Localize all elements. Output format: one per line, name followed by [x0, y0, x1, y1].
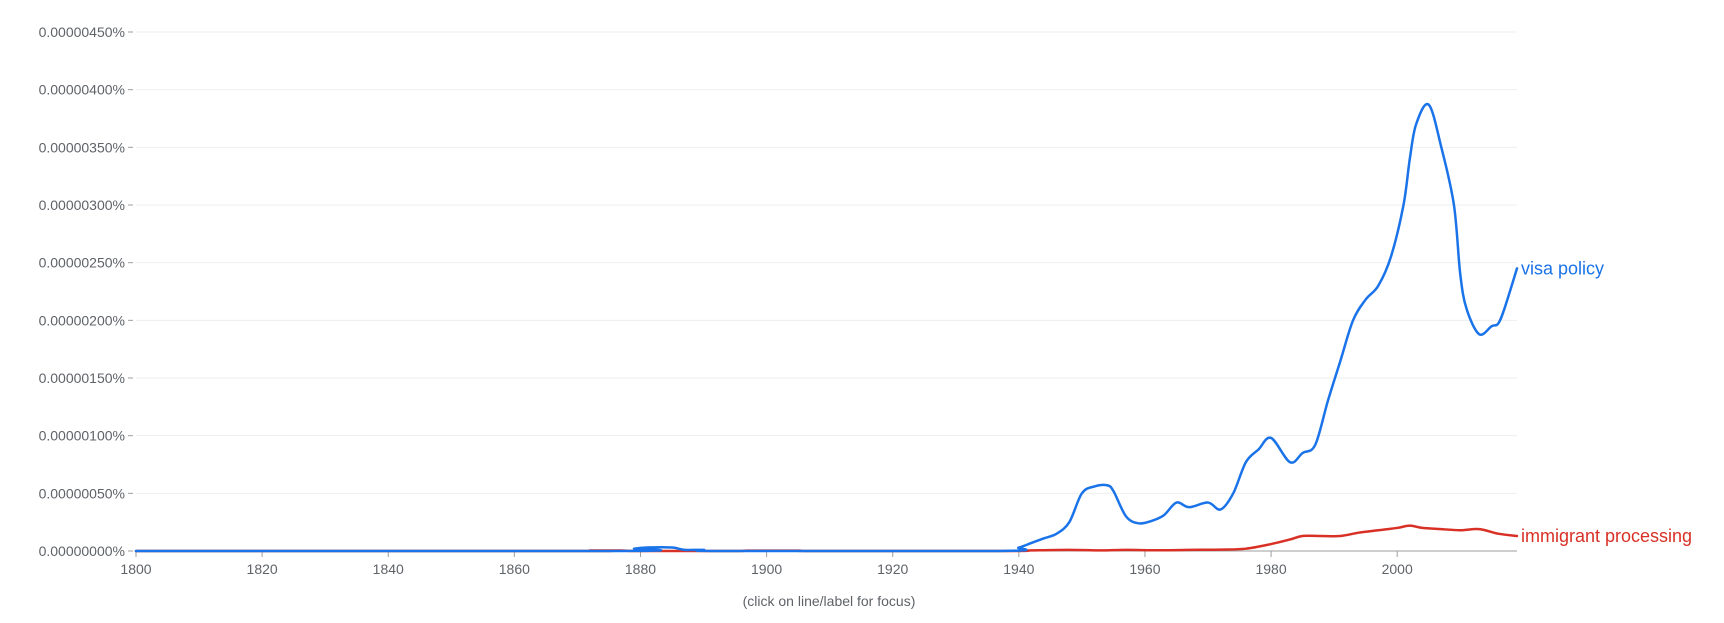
x-tick-label: 1980: [1255, 561, 1286, 577]
y-tick-label: 0.00000350%: [39, 139, 125, 155]
x-tick-label: 1900: [751, 561, 782, 577]
x-tick-label: 1840: [373, 561, 404, 577]
x-tick-label: 1800: [120, 561, 151, 577]
x-tick-label: 1960: [1129, 561, 1160, 577]
x-tick-label: 1880: [625, 561, 656, 577]
y-tick-label: 0.00000000%: [39, 543, 125, 559]
grid-lines: [136, 31, 1517, 494]
y-tick-label: 0.00000200%: [39, 312, 125, 328]
series-line-visa-policy[interactable]: [134, 102, 1519, 553]
y-axis: 0.00000000% 0.00000050% 0.00000100% 0.00000…: [39, 24, 133, 559]
y-tick-label: 0.00000150%: [39, 370, 125, 386]
x-tick-label: 1820: [247, 561, 278, 577]
x-tick-label: 1920: [877, 561, 908, 577]
series-line-immigrant-processing[interactable]: [134, 524, 1519, 553]
x-tick-label: 2000: [1382, 561, 1413, 577]
x-tick-label: 1860: [499, 561, 530, 577]
y-tick-label: 0.00000100%: [39, 428, 125, 444]
series-label-immigrant-processing[interactable]: immigrant processing: [1521, 526, 1692, 546]
series-label-visa-policy[interactable]: visa policy: [1521, 258, 1604, 278]
y-tick-label: 0.00000450%: [39, 24, 125, 40]
ngram-line-chart: 0.00000000% 0.00000050% 0.00000100% 0.00000…: [39, 24, 1692, 577]
series-lines[interactable]: [134, 102, 1519, 553]
y-tick-label: 0.00000400%: [39, 82, 125, 98]
y-tick-label: 0.00000250%: [39, 255, 125, 271]
y-tick-label: 0.00000300%: [39, 197, 125, 213]
focus-hint: (click on line/label for focus): [742, 593, 916, 609]
y-tick-label: 0.00000050%: [39, 485, 125, 501]
x-axis: 1800 1820 1840 1860 1880 1900 1920 1940 1960 1980…: [120, 550, 1517, 577]
series-labels[interactable]: visa policy immigrant processing: [1521, 258, 1692, 546]
x-tick-label: 1940: [1003, 561, 1034, 577]
